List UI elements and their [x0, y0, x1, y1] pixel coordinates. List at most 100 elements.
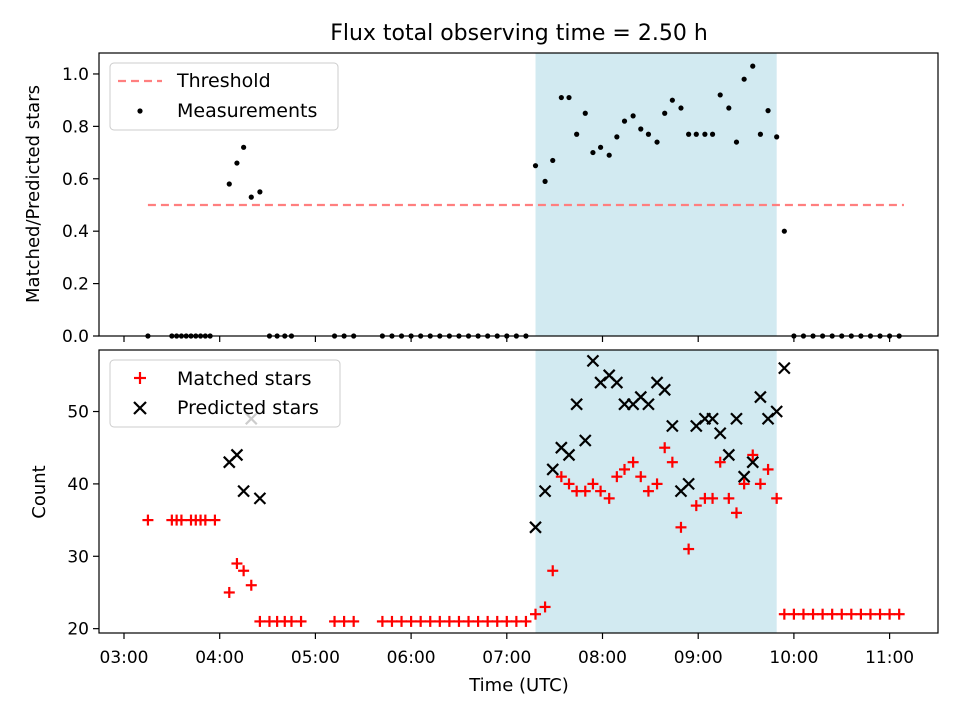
matched-point — [778, 608, 790, 620]
predicted-point — [253, 492, 267, 505]
matched-point — [666, 456, 678, 468]
measurement-point — [765, 108, 771, 114]
top-legend: Threshold Measurements — [109, 62, 339, 131]
predicted-point — [658, 383, 671, 397]
matched-point — [807, 608, 819, 620]
matched-point — [683, 543, 695, 555]
predicted-point — [737, 470, 751, 483]
observing-window-span — [535, 53, 777, 336]
x-tick-label: 03:00 — [100, 648, 149, 668]
matched-point — [338, 615, 350, 627]
predicted-point — [642, 398, 655, 411]
matched-points — [142, 442, 905, 627]
predicted-point — [570, 398, 583, 411]
measurement-point — [566, 94, 572, 101]
y-tick-label: 0.6 — [62, 170, 89, 190]
measurement-point — [630, 113, 636, 119]
y-tick-label: 20 — [67, 620, 89, 640]
top-axes-frame — [98, 52, 939, 337]
bottom-legend: Matched stars Predicted stars — [109, 359, 341, 428]
bottom-x-ticks: 03:00 04:00 05:00 06:00 07:00 08:00 09:00 10:00… — [100, 633, 914, 668]
measurement-point — [678, 105, 684, 111]
predicted-point — [578, 434, 592, 447]
matched-point — [826, 608, 838, 620]
predicted-point — [237, 484, 250, 498]
legend-threshold-label: Threshold — [176, 70, 271, 92]
measurement-point — [781, 228, 787, 234]
measurement-point — [621, 118, 628, 124]
matched-point — [415, 615, 427, 627]
measurement-point — [741, 76, 747, 82]
predicted-point — [706, 412, 719, 426]
bottom-y-ticks: 20 30 40 50 — [67, 403, 99, 640]
measurement-point — [693, 131, 699, 137]
measurement-point — [597, 144, 604, 150]
matched-point — [855, 608, 867, 620]
x-tick-label: 09:00 — [674, 648, 723, 668]
matched-point — [611, 471, 623, 483]
matched-point — [884, 608, 896, 620]
matched-point — [635, 471, 647, 483]
top-ylabel: Matched/Predicted stars — [23, 85, 44, 303]
predicted-point — [562, 448, 576, 462]
matched-point — [223, 586, 235, 598]
matched-point — [797, 608, 809, 620]
measurement-point — [257, 189, 263, 195]
matched-point — [348, 615, 360, 627]
measurement-point — [750, 63, 756, 69]
matched-point — [707, 492, 719, 504]
measurement-point — [702, 131, 708, 137]
x-tick-label: 10:00 — [769, 648, 818, 668]
matched-point — [651, 478, 663, 490]
x-tick-label: 04:00 — [195, 648, 244, 668]
measurement-point — [542, 178, 548, 184]
x-tick-label: 05:00 — [291, 648, 340, 668]
chart-title: Flux total observing time = 2.50 h — [330, 21, 708, 46]
legend-matched-label: Matched stars — [177, 368, 311, 390]
matched-point — [642, 485, 654, 497]
predicted-points — [222, 354, 791, 534]
legend-matched-swatch — [134, 372, 146, 384]
measurement-point — [241, 144, 247, 150]
x-tick-label: 08:00 — [578, 648, 627, 668]
matched-point — [231, 558, 243, 570]
matched-point — [295, 615, 307, 627]
y-tick-label: 0.2 — [62, 275, 89, 295]
measurement-point — [558, 94, 564, 101]
bottom-xlabel: Time (UTC) — [468, 675, 569, 696]
y-tick-label: 0.0 — [62, 327, 89, 347]
measurement-point — [532, 163, 539, 169]
matched-point — [472, 615, 484, 627]
measurement-point — [733, 139, 740, 145]
measurement-point — [654, 139, 660, 145]
measurement-point — [590, 149, 596, 156]
matched-point — [386, 615, 398, 627]
measurement-point — [614, 134, 620, 140]
x-tick-label: 07:00 — [482, 648, 531, 668]
matched-point — [730, 507, 742, 519]
matched-point — [845, 608, 857, 620]
measurement-point — [757, 131, 764, 137]
measurement-point — [686, 131, 692, 137]
y-tick-label: 0.8 — [62, 117, 89, 137]
matched-point — [463, 615, 475, 627]
predicted-point — [586, 354, 600, 368]
predicted-point — [610, 376, 624, 389]
matched-point — [659, 442, 671, 454]
matched-point — [424, 615, 436, 627]
legend-predicted-swatch — [133, 401, 147, 415]
measurement-point — [774, 134, 780, 140]
matched-point — [209, 514, 221, 526]
matched-point — [627, 456, 639, 468]
predicted-point — [746, 455, 760, 469]
measurement-point — [248, 194, 254, 200]
y-tick-label: 1.0 — [62, 65, 89, 85]
predicted-point — [546, 463, 560, 476]
matched-point — [747, 449, 759, 461]
top-x-ticks — [123, 336, 891, 342]
matched-point — [547, 565, 559, 577]
matched-point — [587, 478, 599, 490]
matched-point — [555, 471, 567, 483]
matched-point — [142, 514, 154, 526]
